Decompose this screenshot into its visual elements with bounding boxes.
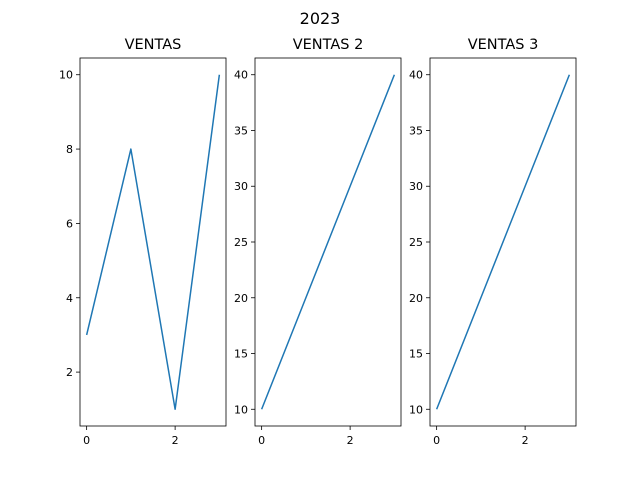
subplot-1: VENTAS 0 2 2 4 6 8 10 xyxy=(59,37,227,447)
y-tick-label: 15 xyxy=(409,348,423,361)
series-line-1 xyxy=(435,74,571,410)
subplot-2: VENTAS 2 0 2 10 15 20 25 30 35 40 xyxy=(234,37,402,447)
series-line-1 xyxy=(260,74,396,410)
y-tick-label: 25 xyxy=(409,236,423,249)
y-tick-label: 40 xyxy=(409,69,423,82)
y-tick-label: 35 xyxy=(234,124,248,137)
subplot-title: VENTAS 3 xyxy=(468,37,539,53)
y-tick-label: 20 xyxy=(234,292,248,305)
subplot-3: VENTAS 3 0 2 10 15 20 25 30 35 40 xyxy=(409,37,577,447)
x-tick-label: 0 xyxy=(83,434,90,447)
y-tick-label: 4 xyxy=(66,292,73,305)
subplot-title: VENTAS 2 xyxy=(293,37,364,53)
y-tick-label: 15 xyxy=(234,348,248,361)
x-tick-label: 2 xyxy=(347,434,354,447)
y-tick-label: 25 xyxy=(234,236,248,249)
y-tick-label: 2 xyxy=(66,366,73,379)
y-tick-label: 30 xyxy=(234,180,248,193)
y-tick-label: 40 xyxy=(234,69,248,82)
y-tick-label: 10 xyxy=(234,403,248,416)
y-tick-label: 10 xyxy=(59,69,73,82)
y-tick-label: 30 xyxy=(409,180,423,193)
series-line-1 xyxy=(85,74,221,411)
x-tick-label: 2 xyxy=(172,434,179,447)
y-tick-label: 8 xyxy=(66,143,73,156)
x-tick-label: 0 xyxy=(258,434,265,447)
y-tick-label: 10 xyxy=(409,403,423,416)
y-tick-label: 6 xyxy=(66,217,73,230)
y-tick-label: 20 xyxy=(409,292,423,305)
x-tick-label: 2 xyxy=(522,434,529,447)
axes-frame xyxy=(79,57,227,427)
x-tick-label: 0 xyxy=(433,434,440,447)
subplot-title: VENTAS xyxy=(125,37,182,53)
y-tick-label: 35 xyxy=(409,124,423,137)
figure-suptitle: 2023 xyxy=(300,9,341,28)
